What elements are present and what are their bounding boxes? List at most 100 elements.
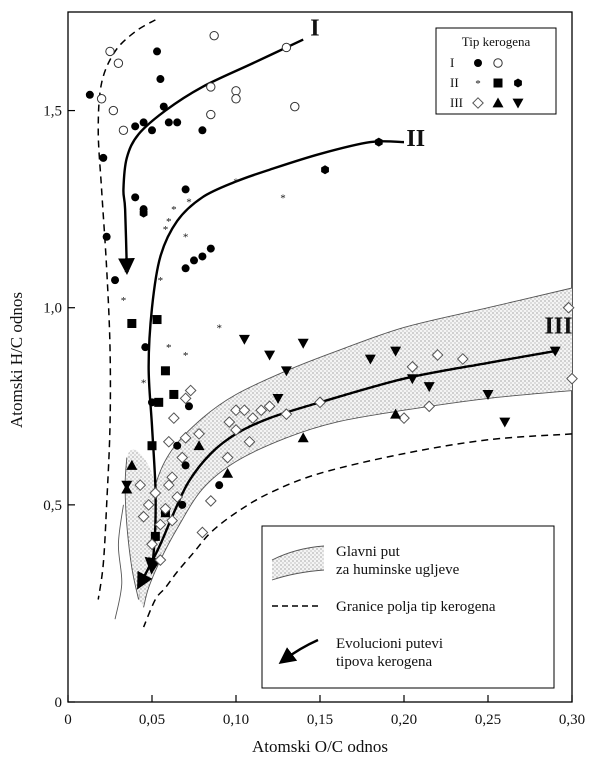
kerogen-legend-row-label-2: II: [450, 75, 459, 90]
point-type-iii-diamond: [230, 404, 242, 417]
point-type-ii-star: *: [183, 232, 189, 244]
point-type-iii-diamond: [193, 427, 205, 440]
point-type-i-dot: [181, 461, 190, 470]
point-type-i-dot: [156, 75, 165, 84]
point-type-iii-diamond: [179, 392, 192, 405]
point-type-ii-star: *: [216, 322, 222, 334]
kerogen-legend-frame: [435, 27, 557, 115]
point-type-i-circle: [281, 42, 292, 53]
point-type-i-dot: [181, 185, 190, 194]
point-type-iii-invtriangle: [280, 366, 292, 377]
point-type-iii-triangle: [193, 440, 205, 451]
point-type-iii-triangle: [126, 459, 138, 470]
x-tick-label: 0,25: [475, 712, 501, 728]
point-type-iii-diamond: [162, 479, 175, 492]
point-type-iii-diamond: [167, 412, 180, 425]
path-label: II: [406, 126, 425, 152]
legend-band-label-1: Glavni put: [336, 544, 401, 560]
kerogen-legend-row-label-1: I: [450, 55, 454, 70]
x-tick-label: 0: [64, 712, 72, 728]
point-type-iii-diamond: [221, 451, 234, 464]
evolution-path-ii: [144, 140, 405, 575]
point-type-iii-diamond: [166, 471, 179, 484]
point-type-i-dot: [102, 232, 111, 241]
point-type-i-circle: [96, 94, 107, 104]
point-type-iii-invtriangle: [297, 338, 309, 349]
point-type-iii-diamond: [159, 502, 172, 515]
point-type-iii-diamond: [406, 360, 419, 373]
point-type-iii-diamond: [423, 400, 436, 413]
point-type-iii-triangle: [297, 432, 309, 443]
path-label: I: [310, 16, 319, 42]
kerogen-legend-markers: *: [472, 58, 524, 109]
point-type-iii-diamond: [431, 349, 444, 361]
kerogen-field-boundary-left: [97, 19, 156, 600]
legend-dashed-label: Granice polja tip kerogena: [336, 599, 496, 615]
legend-arrow-label-2: tipova kerogena: [336, 654, 433, 670]
point-type-iii-diamond: [255, 404, 268, 417]
point-type-iii-diamond: [134, 479, 147, 492]
legend-band-bottom: [271, 569, 325, 581]
legend-marker-star: *: [475, 78, 481, 90]
point-type-ii-star: *: [183, 350, 189, 362]
point-type-i-dot: [215, 481, 224, 490]
point-type-iii-diamond: [246, 412, 259, 425]
point-type-i-dot: [148, 126, 156, 135]
point-type-i-dot: [153, 47, 162, 56]
point-type-ii-square: [150, 531, 160, 541]
point-type-i-dot: [85, 90, 94, 99]
point-type-iii-invtriangle: [364, 354, 376, 365]
legend-marker-hexdot: [514, 78, 522, 88]
point-type-i-dot: [178, 500, 187, 509]
kerogen-type-legend: Tip kerogena I II III *: [435, 27, 557, 115]
point-type-iii-invtriangle: [423, 382, 435, 393]
point-type-i-dot: [173, 441, 182, 450]
point-type-ii-star: *: [124, 267, 130, 279]
point-type-iii-diamond: [280, 408, 293, 421]
x-tick-label: 0,30: [559, 712, 585, 728]
x-tick-label: 0,10: [223, 712, 249, 728]
point-type-ii-square: [152, 315, 162, 325]
legend-marker-dot: [474, 59, 482, 67]
point-type-iii-invtriangle: [482, 390, 494, 400]
point-type-i-dot: [141, 343, 150, 352]
point-type-iii-diamond: [314, 396, 326, 409]
y-tick-label: 0: [55, 695, 63, 711]
point-type-iii-invtriangle: [238, 334, 250, 345]
humic-coal-band-lobe-edge-2: [114, 504, 124, 620]
point-type-iii-diamond: [137, 510, 150, 523]
plot-area: 0 0,05 0,10 0,15 0,20 0,25 0,3000,51,01,5*****…: [43, 11, 585, 728]
x-axis-label: Atomski O/C odnos: [252, 737, 388, 756]
point-type-iii-diamond: [223, 416, 236, 428]
point-type-ii-star: *: [166, 216, 172, 228]
point-type-i-dot: [99, 153, 108, 162]
legend-marker-triangle: [492, 97, 504, 108]
point-type-iii-diamond: [184, 384, 197, 397]
point-type-i-dot: [131, 193, 140, 202]
point-type-iii-diamond: [179, 431, 192, 444]
point-type-iii-diamond: [154, 554, 167, 566]
humic-coal-band-lobe: [125, 449, 156, 600]
point-type-iii-diamond: [230, 424, 242, 436]
point-type-iii-diamond: [196, 526, 209, 539]
point-type-i-dot: [173, 118, 182, 127]
point-type-iii-invtriangle: [406, 374, 418, 385]
point-type-i-circle: [105, 46, 115, 57]
point-type-i-dot: [159, 102, 168, 111]
point-type-ii-square: [154, 397, 164, 407]
point-type-i-dot: [190, 256, 198, 265]
point-type-i-circle: [108, 105, 119, 116]
point-type-iii-triangle: [222, 467, 234, 478]
point-type-ii-hexdot: [374, 137, 383, 147]
point-type-iii-diamond: [154, 518, 167, 531]
point-type-iii-diamond: [238, 404, 251, 417]
point-type-iii-diamond: [171, 491, 184, 503]
point-type-i-circle: [206, 82, 216, 92]
point-type-i-circle: [209, 30, 219, 41]
evolution-path-i: [118, 38, 304, 276]
point-type-iii-diamond: [398, 412, 410, 425]
kerogen-legend-row-label-3: III: [450, 95, 463, 110]
point-type-i-circle: [113, 58, 124, 68]
point-type-iii-diamond: [562, 301, 575, 314]
point-type-ii-star: *: [233, 177, 239, 189]
